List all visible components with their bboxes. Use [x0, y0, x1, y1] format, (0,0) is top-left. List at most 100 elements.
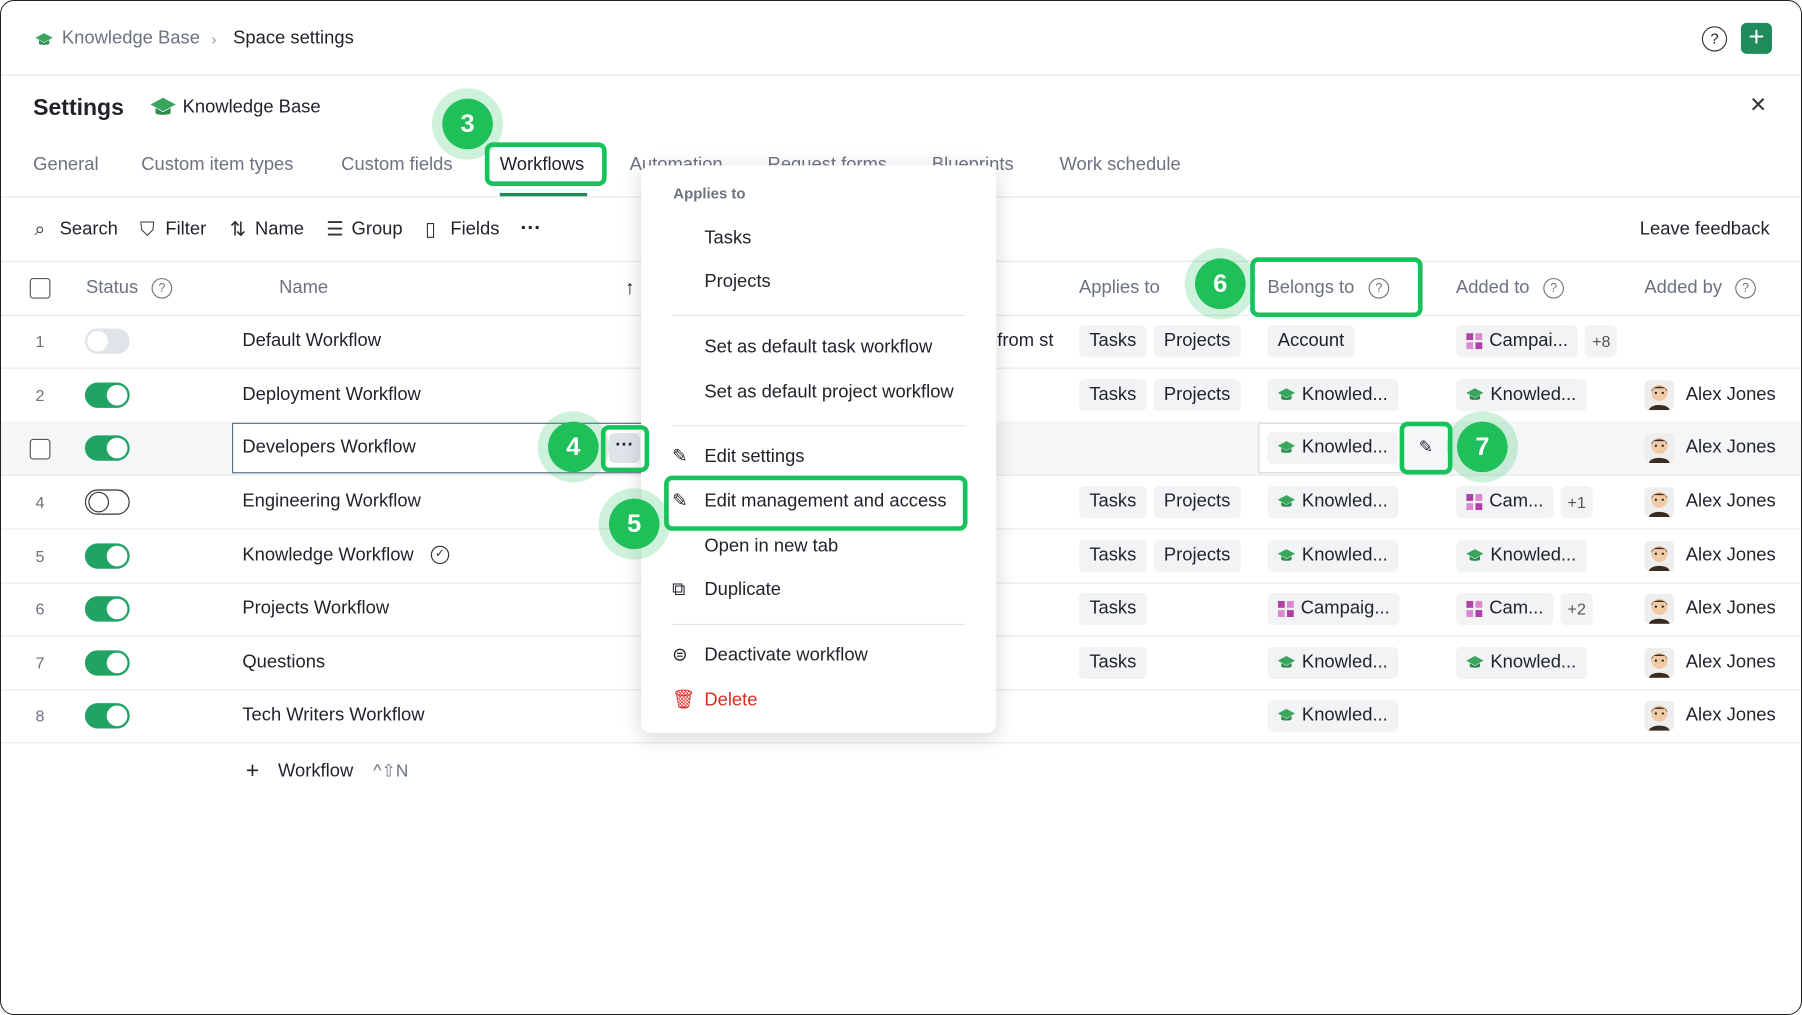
- row-number: 5: [35, 546, 45, 566]
- workflow-name[interactable]: Developers Workflow: [242, 437, 416, 458]
- belongs-text: Account: [1277, 330, 1345, 351]
- workflow-name[interactable]: Default Workflow: [242, 330, 381, 351]
- more-button[interactable]: ···: [608, 433, 640, 463]
- added-to-chip: Knowled...: [1455, 379, 1587, 412]
- applies-cell: Tasks Projects: [1078, 539, 1248, 573]
- menu-item[interactable]: Tasks: [704, 228, 752, 249]
- menu-item[interactable]: Delete: [704, 690, 758, 711]
- header-space: Knowledge Base: [182, 97, 321, 118]
- workflow-name[interactable]: Projects Workflow: [242, 598, 390, 619]
- feedback-button[interactable]: Leave feedback: [1639, 219, 1770, 239]
- toolbar-button[interactable]: Search: [59, 219, 118, 239]
- belongs-chip: Knowled...: [1267, 646, 1399, 680]
- menu-section: Applies to: [673, 184, 746, 203]
- row-checkbox[interactable]: [29, 438, 51, 460]
- context-menu: Applies to Tasks Projects Set as default ta…: [641, 165, 997, 734]
- chip-icon: [1466, 494, 1483, 511]
- toolbar-button[interactable]: Fields: [450, 219, 500, 239]
- belongs-text: Knowled...: [1301, 491, 1388, 512]
- callout: 6: [1195, 258, 1246, 309]
- help-icon: ?: [151, 277, 173, 299]
- menu-separator: [672, 314, 966, 316]
- menu-item[interactable]: Deactivate workflow: [704, 645, 868, 666]
- avatar: [1644, 487, 1675, 523]
- edit-button[interactable]: ✎: [1418, 437, 1434, 458]
- close-button[interactable]: ×: [1750, 89, 1767, 121]
- status-toggle[interactable]: [84, 435, 130, 461]
- tab[interactable]: Custom fields: [341, 154, 453, 175]
- avatar: [1644, 433, 1675, 469]
- menu-item[interactable]: Edit management and access: [704, 491, 947, 512]
- menu-item[interactable]: Set as default task workflow: [704, 337, 933, 358]
- status-toggle[interactable]: [84, 328, 130, 354]
- applies-cell: Tasks Projects: [1078, 379, 1248, 412]
- belongs-chip: Knowled...: [1267, 539, 1399, 573]
- tab[interactable]: Custom item types: [141, 154, 294, 175]
- added-by: Alex Jones: [1685, 491, 1776, 512]
- workflow-name[interactable]: Deployment Workflow: [242, 384, 421, 405]
- chip-icon: [1277, 600, 1294, 617]
- add-icon: +: [245, 758, 260, 784]
- added-to-chip: Knowled...: [1455, 646, 1587, 680]
- column-header[interactable]: Applies to: [1078, 277, 1160, 298]
- status-toggle[interactable]: [84, 489, 130, 515]
- chip-icon: [1466, 333, 1483, 350]
- column-header[interactable]: Name: [279, 277, 329, 298]
- help-button[interactable]: ?: [1701, 26, 1728, 52]
- avatar: [1644, 380, 1675, 416]
- added-by: Alex Jones: [1685, 598, 1776, 619]
- status-toggle[interactable]: [84, 703, 130, 729]
- breadcrumb-space[interactable]: Knowledge Base: [61, 28, 200, 49]
- belongs-cell: Knowled...: [1267, 485, 1405, 519]
- status-toggle[interactable]: [84, 650, 130, 676]
- more-count: +1: [1560, 485, 1593, 519]
- added-to-chip: Cam...: [1455, 485, 1554, 519]
- add-workflow[interactable]: Workflow: [277, 761, 354, 782]
- toolbar-more[interactable]: ···: [520, 215, 542, 239]
- tab[interactable]: Work schedule: [1059, 154, 1181, 175]
- toggle-knob: [106, 652, 128, 674]
- column-header[interactable]: Added by: [1644, 277, 1723, 298]
- menu-item[interactable]: Duplicate: [704, 580, 781, 600]
- toolbar-button[interactable]: Filter: [165, 219, 207, 239]
- status-toggle[interactable]: [84, 543, 130, 569]
- workflow-name[interactable]: Knowledge Workflow: [242, 545, 414, 566]
- added-to-text: Cam...: [1489, 491, 1544, 512]
- toolbar-button[interactable]: Group: [351, 219, 403, 239]
- belongs-chip: Knowled...: [1267, 431, 1399, 465]
- chip-icon: [1466, 656, 1484, 670]
- help-icon: ?: [1543, 277, 1564, 299]
- workflow-name[interactable]: Tech Writers Workflow: [242, 705, 425, 726]
- column-header[interactable]: Added to: [1455, 277, 1530, 298]
- menu-item[interactable]: Projects: [704, 272, 771, 292]
- status-toggle[interactable]: [84, 382, 130, 408]
- column-header[interactable]: Status: [86, 277, 139, 298]
- added-to-text: Knowled...: [1490, 384, 1577, 405]
- add-button[interactable]: +: [1740, 22, 1772, 54]
- toolbar-button[interactable]: Name: [254, 219, 305, 239]
- row-number: 1: [35, 331, 45, 351]
- workflow-name[interactable]: Engineering Workflow: [242, 491, 421, 512]
- chip-icon: [1277, 656, 1296, 670]
- help-icon: ?: [1735, 277, 1756, 299]
- status-toggle[interactable]: [84, 596, 130, 622]
- belongs-cell: Knowled...: [1267, 646, 1405, 680]
- menu-item[interactable]: Edit settings: [704, 446, 805, 467]
- more-count: +8: [1585, 325, 1618, 358]
- tab[interactable]: General: [33, 154, 99, 175]
- belongs-text: Campaig...: [1300, 598, 1390, 619]
- menu-item[interactable]: Set as default project workflow: [704, 382, 954, 403]
- workflow-name[interactable]: Questions: [242, 652, 326, 673]
- tab-underline: [499, 192, 588, 197]
- applies-chip: Tasks: [1078, 646, 1147, 680]
- toggle-knob: [106, 598, 128, 620]
- select-all[interactable]: [29, 277, 51, 299]
- menu-item[interactable]: Open in new tab: [704, 536, 839, 557]
- applies-chip: Projects: [1153, 325, 1241, 358]
- tab[interactable]: Workflows: [499, 154, 585, 175]
- belongs-chip: Knowled...: [1267, 485, 1399, 519]
- chip-icon: [1277, 495, 1296, 509]
- column-header[interactable]: Belongs to: [1267, 277, 1355, 298]
